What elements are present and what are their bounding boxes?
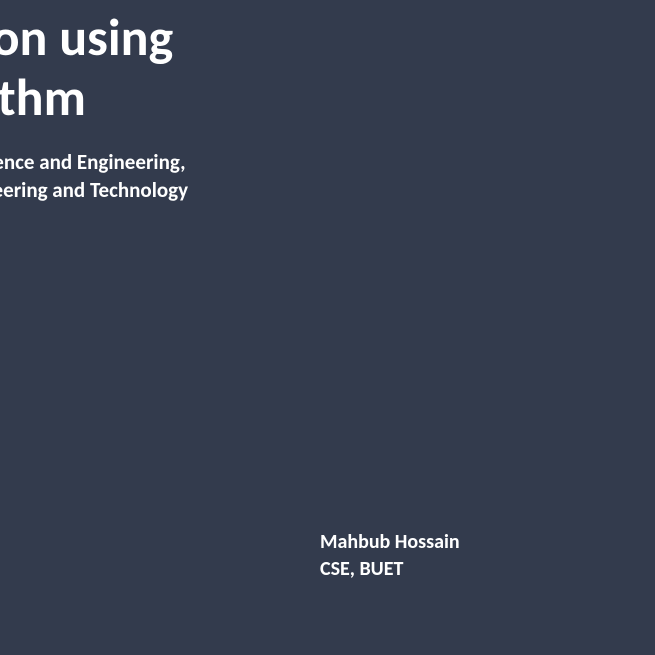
author-name: Mahbub Hossain (320, 529, 460, 556)
author-block: Mahbub Hossain CSE, BUET (320, 529, 460, 583)
subtitle-line-1: mputer Science and Engineering, (0, 148, 188, 176)
author-affiliation: CSE, BUET (320, 556, 460, 583)
slide-subtitle: mputer Science and Engineering, ty of En… (0, 148, 188, 205)
title-line-1: etection using (0, 8, 173, 68)
title-line-2: Algorithm (0, 68, 173, 128)
slide-title: etection using Algorithm (0, 8, 173, 128)
presentation-slide: etection using Algorithm mputer Science … (0, 0, 655, 655)
subtitle-line-2: ty of Engineering and Technology (0, 176, 188, 204)
